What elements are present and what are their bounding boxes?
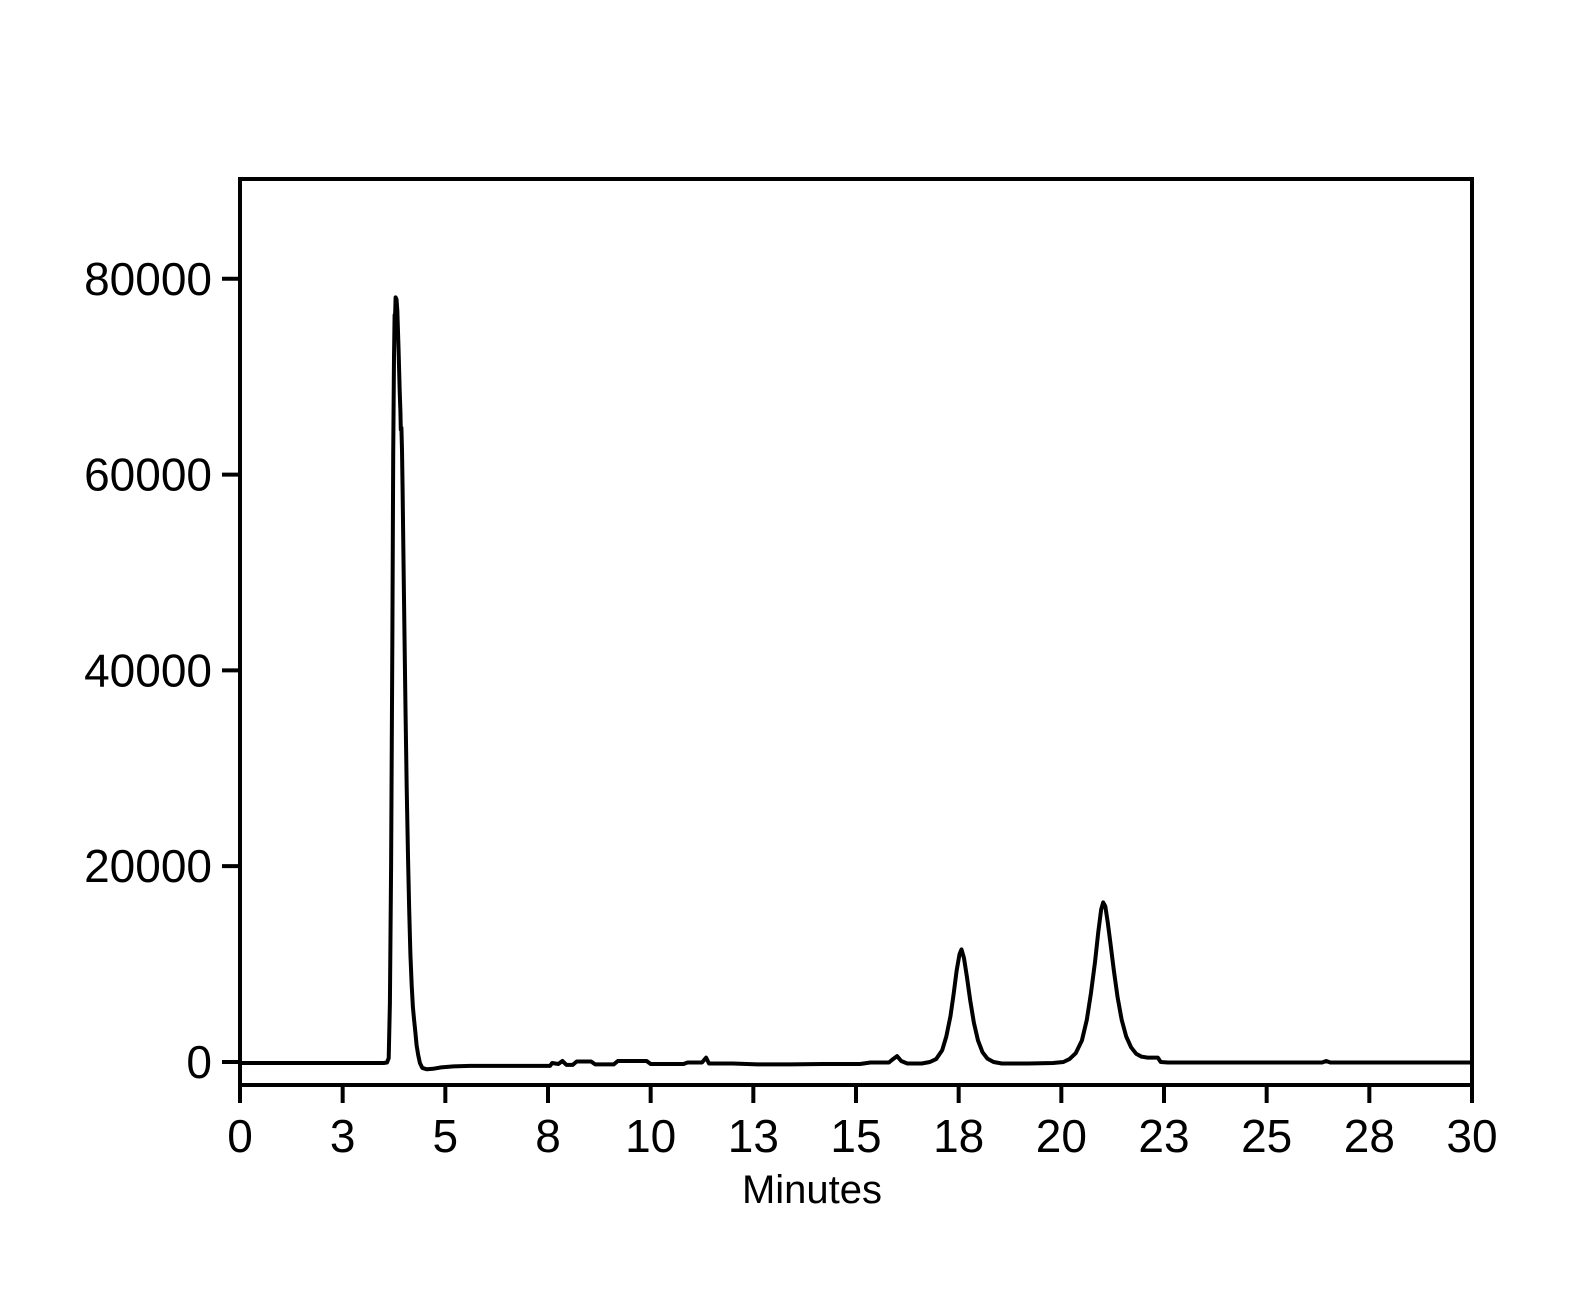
x-tick-label: 20 [1036,1110,1087,1162]
x-tick-label: 30 [1446,1110,1497,1162]
y-tick-label: 20000 [84,840,212,892]
plot-frame [238,177,1474,1087]
y-tick-label: 80000 [84,253,212,305]
x-tick-label: 18 [933,1110,984,1162]
y-tick-label: 60000 [84,449,212,501]
chromatogram-trace [238,295,1474,1072]
x-tick-label: 3 [330,1110,356,1162]
x-tick-label: 28 [1344,1110,1395,1162]
x-axis-title: Minutes [741,1168,883,1212]
x-tick-label: 25 [1241,1110,1292,1162]
x-tick-label: 0 [227,1110,253,1162]
x-tick-label: 15 [830,1110,881,1162]
x-tick-label: 13 [728,1110,779,1162]
y-tick-label: 0 [186,1036,212,1088]
x-tick-label: 5 [433,1110,459,1162]
x-tick-label: 10 [625,1110,676,1162]
x-tick-label: 8 [535,1110,561,1162]
y-tick-label: 40000 [84,644,212,696]
x-tick-label: 23 [1138,1110,1189,1162]
